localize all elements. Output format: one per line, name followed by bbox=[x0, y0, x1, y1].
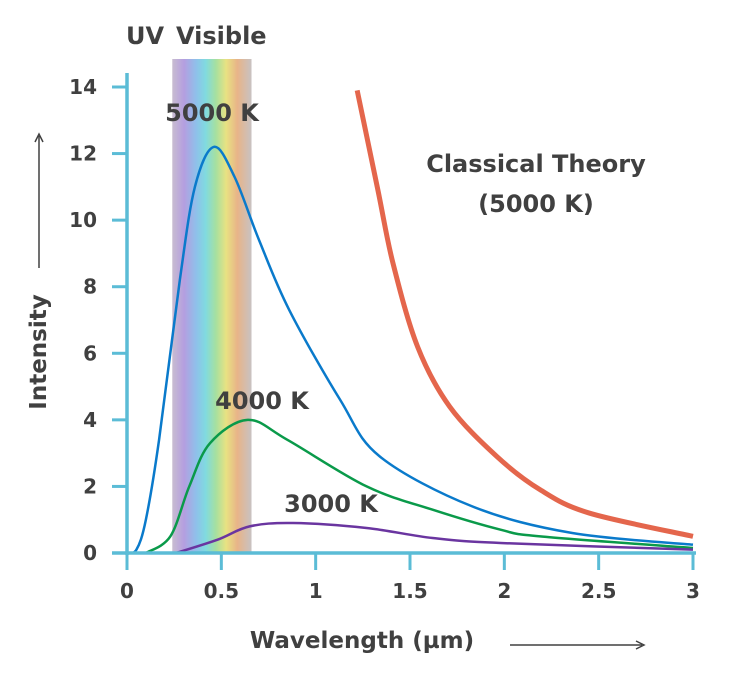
y-tick-label: 8 bbox=[83, 275, 97, 299]
x-tick-label: 2.5 bbox=[581, 579, 616, 603]
x-tick-label: 1 bbox=[309, 579, 323, 603]
visible-spectrum-band bbox=[172, 59, 252, 553]
y-tick-label: 14 bbox=[69, 75, 97, 99]
y-tick-label: 2 bbox=[83, 474, 97, 498]
x-tick-label: 2 bbox=[497, 579, 511, 603]
y-tick-label: 6 bbox=[83, 341, 97, 365]
y-tick-label: 10 bbox=[69, 208, 97, 232]
y-tick-label: 12 bbox=[69, 142, 97, 166]
label-3000k: 3000 K bbox=[284, 490, 379, 518]
label-4000k: 4000 K bbox=[215, 387, 310, 415]
visible-label: Visible bbox=[176, 22, 267, 50]
series-line-classical-theory-5000-k bbox=[354, 89, 694, 539]
y-axis-arrow bbox=[34, 132, 44, 268]
series-line-5000-k bbox=[126, 145, 694, 555]
y-axis-title: Intensity bbox=[26, 294, 52, 409]
series-line-3000-k bbox=[175, 521, 694, 555]
label-5000k: 5000 K bbox=[165, 99, 260, 127]
x-tick-label: 0 bbox=[120, 579, 134, 603]
y-tick-label: 4 bbox=[83, 408, 97, 432]
label-classical-theory: Classical Theory bbox=[426, 150, 646, 178]
y-tick-label: 0 bbox=[83, 541, 97, 565]
uv-label: UV bbox=[126, 22, 164, 50]
x-tick-label: 1.5 bbox=[392, 579, 427, 603]
x-axis-arrow bbox=[510, 640, 646, 650]
label-classical-temp: (5000 K) bbox=[478, 190, 594, 218]
series-line-4000-k bbox=[145, 418, 694, 555]
x-axis-title: Wavelength (µm) bbox=[250, 628, 474, 654]
x-tick-label: 3 bbox=[686, 579, 700, 603]
x-tick-label: 0.5 bbox=[204, 579, 239, 603]
